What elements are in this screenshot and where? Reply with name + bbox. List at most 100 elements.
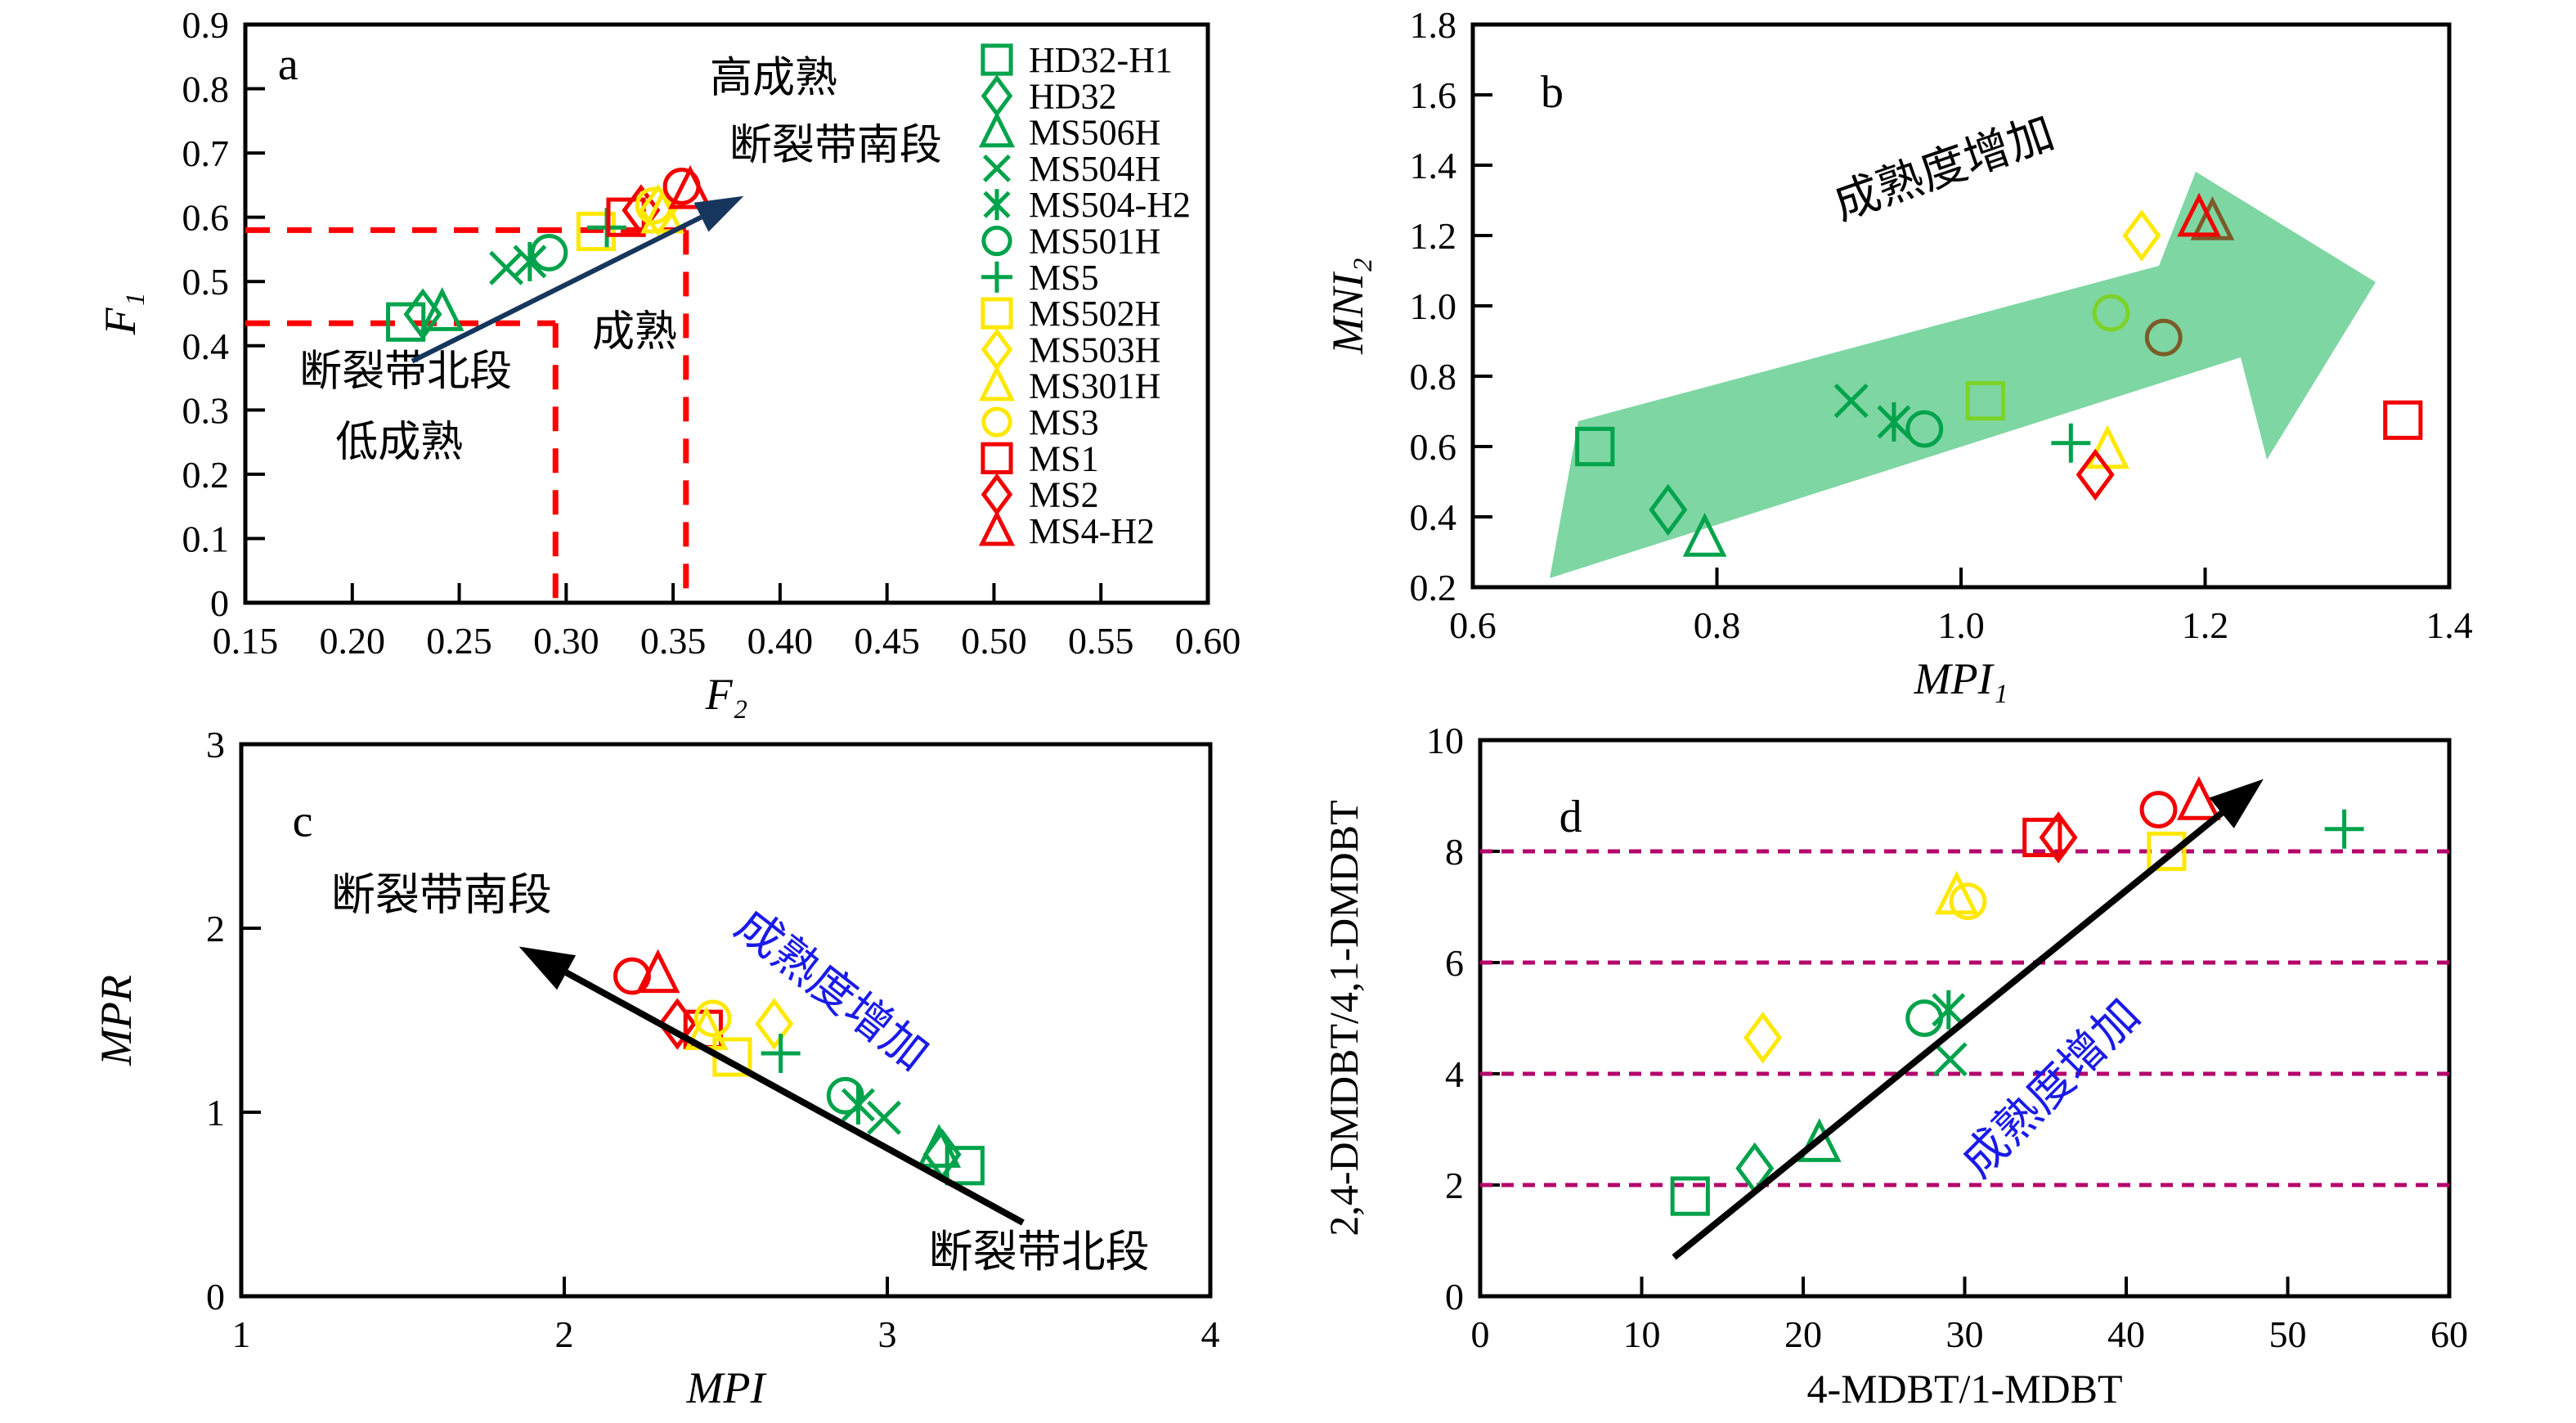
data-point-MS506H-triangle <box>420 287 464 331</box>
y-tick-label: 0 <box>206 1276 225 1318</box>
legend-label: MS3 <box>1029 402 1099 442</box>
x-tick-label: 10 <box>1623 1313 1661 1355</box>
legend-symbol-plus <box>981 261 1012 293</box>
data-point-MS301H-triangle <box>2085 424 2129 469</box>
data-point-MS3-circle <box>1949 882 1987 921</box>
y-tick-label: 0.3 <box>182 389 230 431</box>
y-axis-title: 2,4-DMDBT/4,1-DMDBT <box>1321 800 1367 1236</box>
x-axis-title: MPI <box>686 1363 768 1412</box>
y-tick-label: 0.9 <box>182 4 230 46</box>
legend-label: MS5 <box>1029 258 1099 298</box>
legend-symbol-diamond <box>981 74 1013 118</box>
y-tick-label: 1.0 <box>1410 285 1457 327</box>
x-tick-label: 1.4 <box>2426 604 2473 646</box>
legend-entry-MS3: MS3 <box>981 402 1099 442</box>
legend-symbol-square <box>981 297 1013 330</box>
x-tick-label: 60 <box>2430 1313 2468 1355</box>
legend-symbol-square <box>981 442 1013 474</box>
maturity-band-arrow <box>1550 172 2376 578</box>
data-point-unlabeled-circle <box>2139 791 2178 828</box>
data-point-MS501H-circle <box>530 233 568 272</box>
x-tick-label: 2 <box>555 1313 574 1355</box>
maturity-trend-arrow <box>411 195 744 364</box>
annotation-panel-letter-d: d <box>1560 792 1582 842</box>
data-point-MS2-diamond <box>657 998 697 1050</box>
data-point-unlabeled-triangle <box>2190 196 2235 240</box>
y-tick-label: 0.2 <box>182 454 230 496</box>
x-tick-label: 20 <box>1784 1313 1822 1355</box>
legend-symbol-diamond <box>981 473 1013 516</box>
panel-a: 0.15 0.20 0.25 0.30 0.35 0.40 0.45 0.50 0.55 0.60… <box>96 4 1241 719</box>
legend-symbol-triangle <box>978 365 1016 402</box>
maturity-trend-arrow <box>518 946 1025 1226</box>
legend-entry-MS502H: MS502H <box>981 294 1160 334</box>
data-point-MS504-H2-asterisk <box>513 241 547 281</box>
data-point-MS4-H2-triangle <box>635 949 680 994</box>
annotation-text: 断裂带北段 <box>929 1228 1150 1277</box>
annotation-text: 成熟度增加 <box>1951 989 2150 1187</box>
legend-entry-MS503H: MS503H <box>981 328 1160 371</box>
panel-d: 0 10 20 30 40 50 60 0 2 4 6 8 10 4-MDBT/1-MDBT 2,4-DMD… <box>1321 720 2468 1412</box>
legend-entry-MS301H: MS301H <box>978 365 1160 406</box>
data-point-MS502H-square <box>1965 381 2005 421</box>
maturity-trend-arrow <box>1672 779 2264 1260</box>
data-point-HD32-H1-square <box>386 302 426 342</box>
data-point-MS504H-x <box>489 250 524 285</box>
y-tick-label: 0.6 <box>1410 426 1457 468</box>
data-point-MS501H-circle <box>826 1076 864 1115</box>
x-tick-label: 40 <box>2107 1313 2145 1355</box>
legend-label: HD32-H1 <box>1029 40 1173 80</box>
panel-b-frame <box>1470 22 2452 590</box>
y-tick-label: 0.5 <box>182 261 230 303</box>
legend-entry-MS2: MS2 <box>981 473 1099 516</box>
data-point-unlabeled-circle <box>613 957 651 995</box>
annotation-text: 成熟度增加 <box>726 899 938 1080</box>
y-tick-label: 0 <box>1445 1276 1464 1318</box>
data-point-MS4-H2-triangle <box>2177 776 2221 820</box>
legend-entry-MS5: MS5 <box>981 258 1099 298</box>
legend: HD32-H1HD32MS506HMS504HMS504-H2MS501HMS5… <box>978 40 1191 551</box>
y-axis-title: MNI₂ <box>1323 258 1372 355</box>
y-tick-label: 0.2 <box>1410 567 1457 608</box>
data-point-MS502H-square <box>2147 831 2187 872</box>
legend-label: MS506H <box>1029 113 1160 153</box>
y-tick-label: 1.8 <box>1410 4 1457 46</box>
legend-entry-MS4-H2: MS4-H2 <box>978 509 1155 551</box>
legend-label: MS504-H2 <box>1029 185 1191 225</box>
x-axis-title: F₂ <box>705 670 748 719</box>
legend-label: MS1 <box>1029 438 1099 478</box>
x-axis-title: MPI₁ <box>1914 654 2008 703</box>
legend-symbol-x <box>983 154 1011 182</box>
legend-symbol-triangle <box>978 509 1016 546</box>
annotation-panel-letter-a: a <box>278 39 298 90</box>
y-tick-label: 2 <box>206 908 225 949</box>
y-tick-label: 2 <box>1445 1165 1464 1206</box>
y-tick-label: 6 <box>1445 942 1464 984</box>
legend-symbol-circle <box>981 406 1012 438</box>
legend-symbol-square <box>981 43 1013 76</box>
legend-entry-HD32-H1: HD32-H1 <box>981 40 1173 80</box>
x-tick-label: 50 <box>2269 1313 2307 1355</box>
annotation-text: 高成熟 <box>710 54 837 101</box>
annotation-text: 断裂带北段 <box>299 348 512 395</box>
data-point-MS504-H2-asterisk <box>1877 402 1911 442</box>
annotation-text: 成熟 <box>592 308 677 356</box>
y-tick-label: 0.7 <box>182 132 230 174</box>
legend-symbol-circle <box>981 225 1012 257</box>
x-tick-label: 0.40 <box>747 620 814 662</box>
x-tick-label: 0.35 <box>640 620 707 662</box>
legend-entry-MS504H: MS504H <box>983 149 1160 189</box>
data-point-MS502H-square <box>576 211 617 252</box>
panel-b: 0.6 0.8 1.0 1.2 1.4 0.2 0.4 0.6 0.8 1.0 1.2 1.4 1.6 1… <box>1323 4 2473 703</box>
y-axis-title: MPR <box>92 975 141 1066</box>
y-tick-label: 4 <box>1445 1053 1464 1095</box>
x-tick-label: 0.8 <box>1694 604 1741 646</box>
x-tick-label: 0.55 <box>1068 620 1134 662</box>
legend-label: MS502H <box>1029 294 1160 334</box>
x-tick-label: 1.2 <box>2182 604 2229 646</box>
legend-label: MS301H <box>1029 366 1160 406</box>
legend-label: MS501H <box>1029 222 1160 262</box>
y-tick-label: 0.1 <box>182 518 230 559</box>
